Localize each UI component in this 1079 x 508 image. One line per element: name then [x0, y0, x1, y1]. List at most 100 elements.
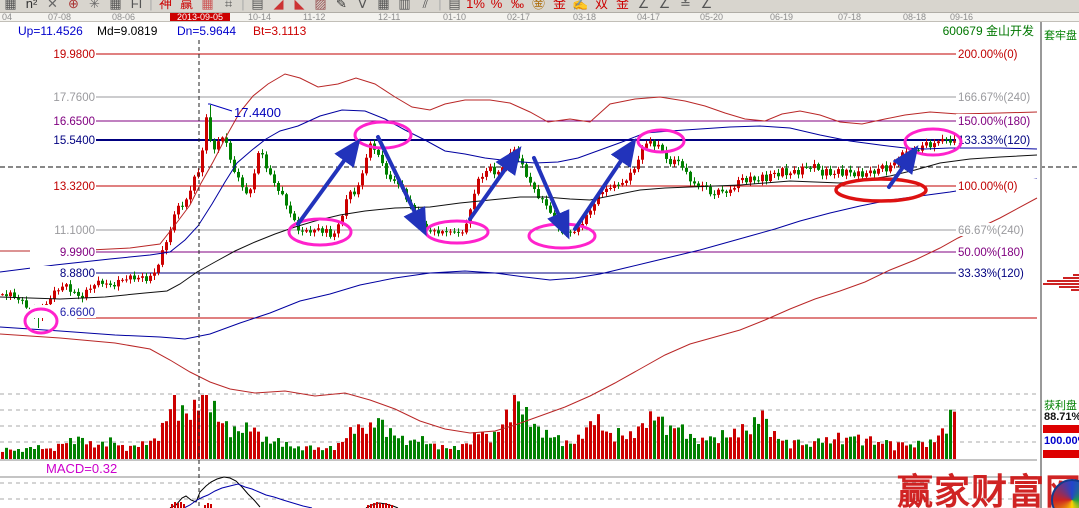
toolbar-icon-24[interactable]: 1%	[466, 0, 485, 11]
candle-body	[361, 173, 364, 186]
toolbar-icon-27[interactable]: ㊎	[531, 0, 545, 11]
candle-body	[721, 189, 724, 192]
volume-bar	[29, 447, 32, 459]
candle-body	[93, 285, 96, 289]
candle-body	[893, 162, 896, 166]
volume-bar	[777, 438, 780, 459]
toolbar-icon-26[interactable]: ‰	[511, 0, 524, 11]
candle-body	[205, 117, 208, 151]
price-axis-label: 11.1000	[54, 225, 95, 237]
toolbar-icon-34[interactable]: ≚	[680, 0, 691, 11]
toolbar-icon-8[interactable]: 神	[158, 0, 172, 11]
toolbar-icon-19[interactable]: ▦	[377, 0, 390, 11]
candle-body	[741, 177, 744, 181]
toolbar-icon-20[interactable]: ▥	[398, 0, 411, 11]
volume-bar	[705, 440, 708, 459]
ellipse-annotation	[23, 307, 59, 335]
toolbar-icon-33[interactable]: ∠	[658, 0, 671, 11]
volume-bar	[425, 444, 428, 459]
volume-bar	[689, 433, 692, 459]
arrow-annotation	[468, 146, 522, 221]
volume-bar	[413, 439, 416, 459]
toolbar-icon-35[interactable]: ∠	[700, 0, 713, 11]
total-percent-value: 100.00%	[1044, 435, 1079, 447]
volume-bar	[657, 416, 660, 459]
volume-bar	[601, 430, 604, 459]
candle-body	[145, 276, 148, 281]
toolbar-icon-16[interactable]: ▨	[314, 0, 327, 11]
label-backing	[30, 266, 96, 279]
label-backing	[956, 90, 1038, 103]
candle-body	[221, 137, 224, 142]
toolbar-icon-30[interactable]: 双	[594, 0, 608, 11]
candle-body	[533, 182, 536, 190]
label-backing	[956, 47, 1038, 60]
candle-body	[481, 176, 484, 179]
toolbar-icon-5[interactable]: ▦	[109, 0, 122, 11]
band-curves	[0, 73, 1038, 434]
candle-body	[313, 229, 316, 233]
volume-bar	[677, 427, 680, 459]
volume-bar	[385, 436, 388, 459]
candle-body	[289, 205, 292, 214]
candle-body	[97, 280, 100, 286]
toolbar-icon-13[interactable]: ▤	[251, 0, 264, 11]
toolbar-icon-23[interactable]: ▤	[448, 0, 461, 11]
volume-bar	[629, 431, 632, 459]
profit-bar-2	[1043, 450, 1079, 458]
volume-bar	[21, 451, 24, 459]
stock-code-name: 600679 金山开发	[942, 24, 1034, 38]
toolbar-icon-32[interactable]: ∠	[637, 0, 650, 11]
volume-bar	[145, 444, 148, 459]
toolbar-icon-25[interactable]: %	[490, 0, 503, 11]
toolbar-icon-18[interactable]: Ⅴ	[358, 0, 367, 11]
volume-bar	[781, 440, 784, 459]
volume-bar	[753, 417, 756, 459]
toolbar-icon-3[interactable]: ⊕	[68, 0, 79, 11]
toolbar-icon-28[interactable]: 金	[552, 0, 566, 11]
candle-body	[953, 141, 956, 143]
toolbar-icon-15[interactable]: ◣	[294, 0, 305, 11]
candle-body	[781, 168, 784, 177]
volume-bar	[545, 429, 548, 459]
volume-bar	[597, 414, 600, 459]
candle-body	[237, 171, 240, 178]
candle-body	[125, 279, 128, 281]
date-label: 10-14	[248, 12, 272, 22]
volume-bar	[85, 444, 88, 459]
volume-bar	[633, 438, 636, 459]
toolbar-icon-6[interactable]: FI	[130, 0, 143, 11]
toolbar-icon-10[interactable]: ▦	[201, 0, 214, 11]
toolbar-icon-2[interactable]: ✕	[47, 0, 58, 11]
toolbar-icon-1[interactable]: n²	[25, 0, 38, 11]
toolbar-icon-4[interactable]: ✳	[89, 0, 100, 11]
candle-body	[841, 169, 844, 176]
toolbar-icon-17[interactable]: ✎	[336, 0, 347, 11]
candle-body	[601, 192, 604, 195]
volume-bar	[805, 444, 808, 459]
volume-bar	[653, 420, 656, 459]
volume-bar	[849, 436, 852, 459]
candle-body	[637, 159, 640, 170]
candle-body	[249, 189, 252, 194]
volume-bar	[349, 427, 352, 459]
chart-canvas[interactable]: 19.9800 17.7600 16.6500 15.5400 13.3200 11.10…	[0, 40, 1079, 508]
volume-bar	[901, 442, 904, 459]
candle-body	[69, 284, 72, 292]
candle-body	[921, 145, 924, 151]
toolbar-icon-29[interactable]: ✍	[572, 0, 589, 11]
candle-body	[477, 178, 480, 194]
candle-body	[677, 159, 680, 162]
volume-bar	[453, 445, 456, 459]
toolbar-icon-9[interactable]: 赢	[179, 0, 193, 11]
toolbar-icon-11[interactable]: ⌗	[224, 0, 233, 11]
candle-body	[261, 153, 264, 155]
volume-bar	[449, 448, 452, 459]
candle-body	[733, 188, 736, 190]
toolbar-icon-0[interactable]: ▦	[4, 0, 17, 11]
toolbar-icon-31[interactable]: 金	[615, 0, 629, 11]
toolbar-icon-21[interactable]: ⫽	[422, 0, 429, 11]
candle-body	[325, 229, 328, 233]
toolbar-icon-14[interactable]: ◢	[273, 0, 284, 11]
volume-bar	[173, 395, 176, 459]
